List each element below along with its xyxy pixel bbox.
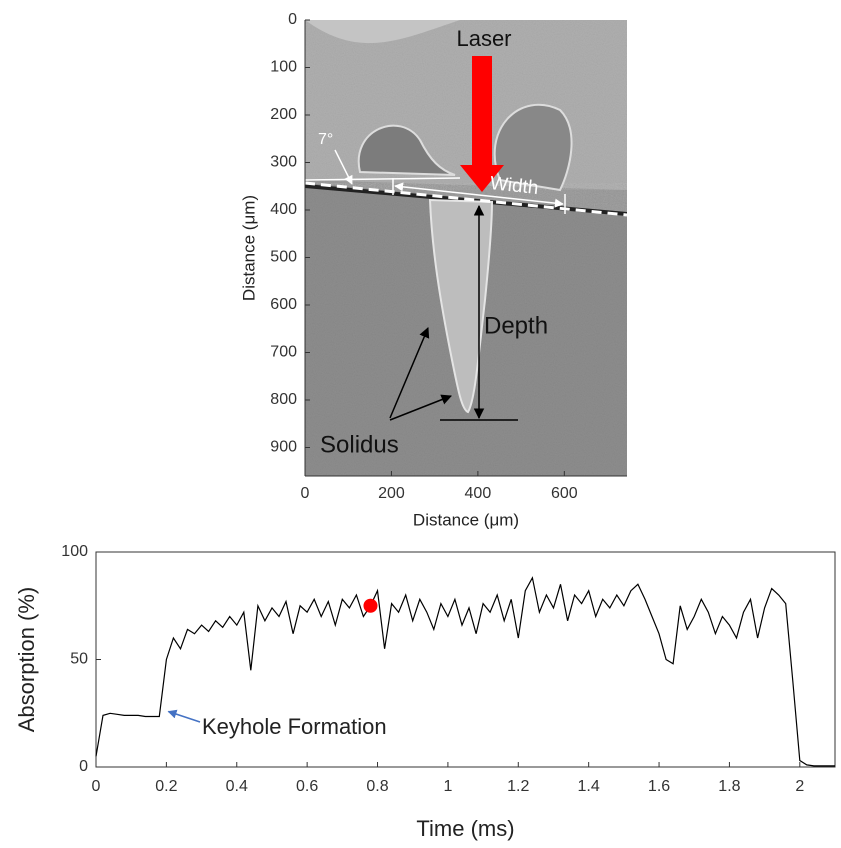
annotation: Keyhole Formation — [202, 714, 387, 739]
highlight-point — [363, 598, 378, 613]
x-tick-label: 600 — [551, 485, 578, 502]
x-tick-label: 0 — [92, 778, 101, 795]
y-tick-label: 900 — [270, 439, 297, 456]
x-tick-label: 0 — [301, 485, 310, 502]
x-tick-label: 0.4 — [226, 778, 248, 795]
y-tick-label: 600 — [270, 296, 297, 313]
x-tick-label: 400 — [465, 485, 492, 502]
annotation-arrow — [167, 709, 201, 723]
x-axis-label: Time (ms) — [416, 816, 514, 841]
x-tick-label: 1.4 — [578, 778, 600, 795]
annotation: Laser — [456, 26, 511, 51]
x-tick-label: 0.6 — [296, 778, 318, 795]
y-tick-label: 0 — [79, 758, 88, 775]
xray-image — [305, 20, 627, 476]
y-tick-label: 500 — [270, 249, 297, 266]
annotation: 7° — [318, 131, 333, 148]
x-tick-label: 1 — [443, 778, 452, 795]
y-tick-label: 700 — [270, 344, 297, 361]
x-tick-label: 1.6 — [648, 778, 670, 795]
annotation: Solidus — [320, 431, 399, 458]
x-tick-label: 1.2 — [507, 778, 529, 795]
x-tick-label: 200 — [378, 485, 405, 502]
y-tick-label: 400 — [270, 201, 297, 218]
y-tick-label: 200 — [270, 106, 297, 123]
x-tick-label: 1.8 — [718, 778, 740, 795]
y-axis-label: Absorption (%) — [14, 587, 39, 733]
annotation: Width — [489, 173, 540, 199]
line — [95, 576, 835, 767]
y-tick-label: 300 — [270, 154, 297, 171]
y-tick-label: 50 — [70, 651, 88, 668]
y-tick-label: 0 — [288, 11, 297, 28]
annotation: Depth — [484, 312, 548, 339]
x-tick-label: 0.8 — [366, 778, 388, 795]
y-tick-label: 100 — [270, 59, 297, 76]
y-tick-label: 100 — [61, 543, 88, 560]
y-tick-label: 800 — [270, 391, 297, 408]
y-axis-label: Distance (μm) — [239, 195, 258, 301]
x-axis-label: Distance (μm) — [413, 510, 519, 529]
x-tick-label: 0.2 — [155, 778, 177, 795]
x-tick-label: 2 — [795, 778, 804, 795]
